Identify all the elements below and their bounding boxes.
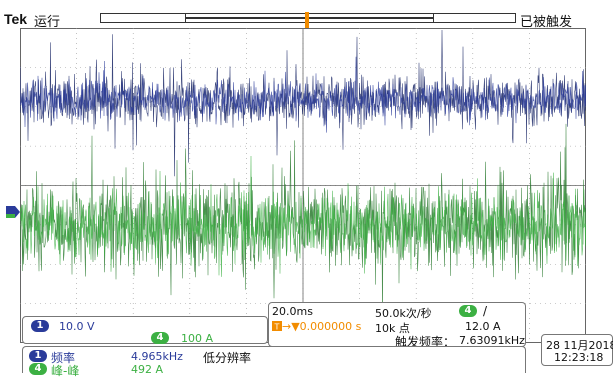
measurement-1-value: 4.965kHz <box>131 350 183 363</box>
measurement-note: 低分辨率 <box>203 351 252 365</box>
waveform-display <box>19 28 587 343</box>
ch4-badge[interactable]: 4 <box>151 332 169 344</box>
channel-ground-marker-icon[interactable] <box>6 206 20 218</box>
trigger-slope-icon[interactable]: / <box>483 304 488 318</box>
ch4-waveform <box>19 155 587 277</box>
trigger-t-icon: T <box>272 321 282 332</box>
trigger-delay[interactable]: T →▼0.000000 s <box>272 320 361 333</box>
trigger-arrow: → <box>282 320 292 333</box>
horizontal-scale[interactable]: 20.0ms <box>272 305 313 318</box>
waveform-graticule[interactable] <box>19 28 587 343</box>
trigger-frequency-value: 7.63091kHz <box>459 334 525 347</box>
ch4-scale[interactable]: 100 A <box>181 332 214 345</box>
trigger-frequency-label: 触发频率： <box>395 335 456 349</box>
measurement-1-label[interactable]: 频率 <box>51 351 76 365</box>
time: 12:23:18 <box>554 351 604 364</box>
measurement-2-channel-badge[interactable]: 4 <box>29 363 47 375</box>
record-length: 10k 点 <box>375 322 410 335</box>
measurement-2-label[interactable]: 峰-峰 <box>51 364 80 378</box>
trigger-level[interactable]: 12.0 A <box>465 320 501 333</box>
datetime-panel: 28 11月2018 12:23:18 <box>541 334 613 366</box>
sample-rate: 50.0k次/秒 <box>375 307 432 320</box>
run-state[interactable]: 运行 <box>34 15 61 30</box>
ch1-badge[interactable]: 1 <box>31 320 49 332</box>
trigger-state: 已被触发 <box>520 15 573 30</box>
svg-text:T: T <box>274 323 280 332</box>
channel-panel: 1 10.0 V 4 100 A <box>22 316 268 345</box>
ch1-waveform <box>19 56 587 133</box>
brand-logo: Tek <box>4 11 28 27</box>
ch1-scale[interactable]: 10.0 V <box>59 320 95 333</box>
measurement-2-value: 492 A <box>131 363 164 376</box>
trigger-delay-value: ▼0.000000 s <box>291 320 362 333</box>
measurements-panel: 1 频率 4.965kHz 低分辨率 4 峰-峰 492 A <box>22 346 526 378</box>
trigger-source-badge[interactable]: 4 <box>459 305 477 317</box>
date: 28 11月2018 <box>546 339 613 352</box>
measurement-1-channel-badge[interactable]: 1 <box>29 350 47 362</box>
timebase-panel: 20.0ms 50.0k次/秒 4 / T →▼0.000000 s 10k 点 … <box>268 302 526 349</box>
